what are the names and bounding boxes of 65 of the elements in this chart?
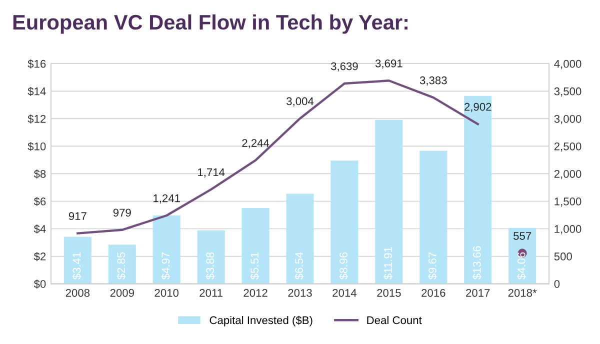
y2-tick-label: 0 bbox=[554, 280, 560, 288]
data-label: $3.41 bbox=[72, 252, 82, 280]
y-tick-label: $8 bbox=[34, 170, 46, 179]
legend-label: Capital Invested ($B) bbox=[210, 316, 312, 326]
x-tick-label: 2015 bbox=[377, 288, 401, 297]
y2-tick-label: 3,000 bbox=[554, 114, 582, 124]
y-tick-label: $12 bbox=[28, 114, 46, 124]
y2-tick-label: 2,000 bbox=[554, 170, 582, 180]
data-label: $8.96 bbox=[339, 252, 348, 280]
y-tick-label: $16 bbox=[28, 59, 46, 68]
data-label: 2,244 bbox=[242, 139, 270, 148]
bar bbox=[108, 244, 136, 284]
data-label: 3,004 bbox=[286, 97, 314, 106]
data-label: $3.88 bbox=[206, 252, 215, 280]
bar bbox=[420, 150, 448, 284]
bar bbox=[286, 194, 314, 284]
data-label: 1,241 bbox=[154, 194, 180, 204]
data-label: 3,639 bbox=[330, 62, 358, 72]
data-label: $2.85 bbox=[116, 252, 126, 280]
y-tick-label: $2 bbox=[34, 252, 46, 262]
x-tick-label: 2009 bbox=[110, 288, 134, 297]
x-tick-label: 2014 bbox=[332, 288, 356, 297]
y2-tick-label: 1,000 bbox=[554, 225, 582, 234]
chart-title: European VC Deal Flow in Tech by Year: bbox=[13, 14, 408, 34]
x-tick-label: 2008 bbox=[66, 288, 90, 297]
data-label: $13.66 bbox=[472, 246, 482, 280]
data-label: 3,691 bbox=[375, 59, 402, 69]
data-label: $6.54 bbox=[294, 252, 304, 280]
y2-tick-label: 4,000 bbox=[554, 60, 582, 70]
bar bbox=[152, 215, 180, 284]
y-tick-label: $0 bbox=[34, 280, 46, 289]
data-label: 917 bbox=[68, 212, 86, 220]
bar bbox=[464, 96, 492, 284]
x-tick-label: 2016 bbox=[422, 288, 446, 297]
x-tick-label: 2012 bbox=[244, 288, 268, 297]
data-label: 557 bbox=[514, 232, 532, 240]
bar bbox=[64, 236, 92, 284]
x-tick-label: 2010 bbox=[154, 288, 179, 297]
y-tick-label: $4 bbox=[34, 224, 46, 234]
bar bbox=[375, 120, 403, 284]
y-tick-label: $10 bbox=[28, 142, 46, 151]
bar bbox=[197, 230, 225, 284]
y2-tick-label: 2,500 bbox=[554, 142, 582, 152]
data-label: 3,383 bbox=[420, 76, 447, 86]
y-tick-label: $14 bbox=[28, 86, 46, 96]
y2-tick-label: 1,500 bbox=[554, 198, 582, 207]
bar bbox=[330, 160, 358, 284]
bar bbox=[242, 208, 270, 284]
x-tick-label: 2011 bbox=[200, 288, 222, 297]
data-label: $5.51 bbox=[250, 252, 260, 280]
data-label: $9.67 bbox=[428, 252, 438, 280]
data-label: 2,902 bbox=[464, 102, 492, 112]
y2-tick-label: 500 bbox=[554, 252, 572, 260]
x-tick-label: 2017 bbox=[466, 288, 490, 297]
x-tick-label: 2013 bbox=[288, 288, 312, 297]
legend-label: Deal Count bbox=[367, 316, 422, 324]
data-label: $4.97 bbox=[161, 252, 170, 280]
y-tick-label: $6 bbox=[34, 197, 46, 206]
bar bbox=[508, 228, 536, 284]
y2-tick-label: 3,500 bbox=[554, 87, 582, 97]
x-tick-label: 2018* bbox=[508, 288, 537, 297]
data-label: $11.91 bbox=[384, 247, 393, 280]
data-label: 979 bbox=[113, 208, 131, 217]
data-label: 1,714 bbox=[198, 168, 225, 178]
data-label: $4.06 bbox=[516, 252, 526, 280]
